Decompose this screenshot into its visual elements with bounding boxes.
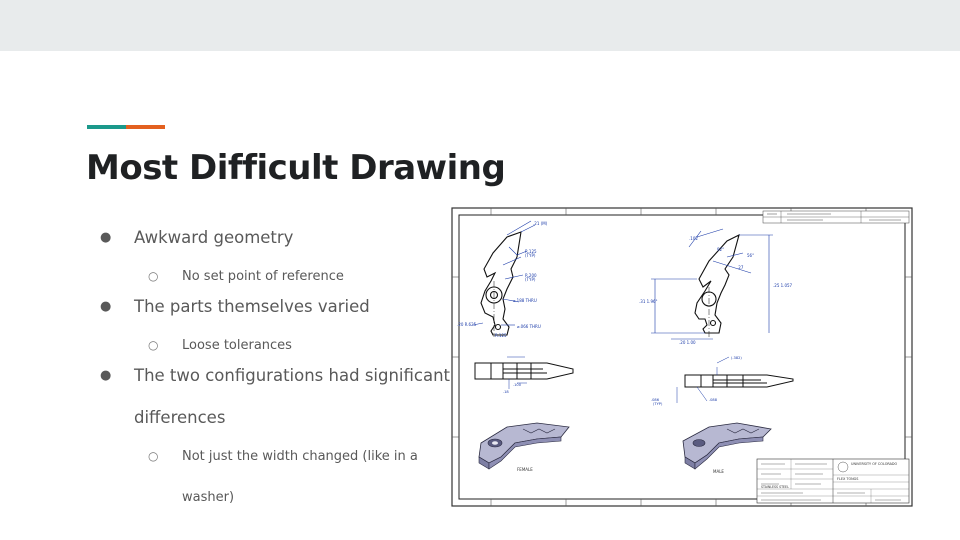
bullet-continuation: differences	[134, 408, 226, 427]
svg-text:R.200: R.200	[525, 273, 537, 278]
svg-text:.20 1.00: .20 1.00	[679, 340, 696, 345]
view-label-female: FEMALE	[517, 467, 533, 472]
slide-title: Most Difficult Drawing	[86, 148, 506, 188]
bullet-ring-icon: ○	[148, 449, 159, 463]
male-dimension-labels: .102 92° 56° .27 .25 1.057 .31 1.96° .20 1…	[639, 236, 793, 345]
bullet-dot-icon: ●	[100, 368, 112, 383]
male-side-labels: (.382) .086(TYP) .088	[651, 356, 742, 406]
male-side-dimensions	[676, 356, 730, 403]
svg-text:.086: .086	[651, 398, 660, 402]
svg-text:.18: .18	[503, 390, 509, 394]
svg-text:.088: .088	[709, 398, 718, 402]
sub-bullet-item: ○ No set point of reference	[96, 256, 436, 297]
female-isometric-view	[478, 422, 570, 470]
svg-text:R.125: R.125	[525, 249, 537, 254]
bullet-list: ● Awkward geometry ○ No set point of ref…	[96, 222, 450, 518]
bullet-dot-icon: ●	[100, 230, 112, 245]
sub-bullet-item: ○ Not just the width changed (like in a	[96, 436, 436, 477]
svg-text:.102: .102	[689, 236, 698, 241]
revision-block	[762, 210, 910, 224]
title-accent-bar	[87, 125, 165, 129]
sub-bullet-item: ○ Loose tolerances	[96, 325, 436, 366]
bullet-dot-icon: ●	[100, 299, 112, 314]
engineering-drawing-image: .21 (M) R.125 (TYP) R.200 (TYP) ⌀.188 THRU…	[451, 207, 913, 507]
male-isometric-view	[682, 422, 772, 470]
bullet-item: ● The two configurations had significant	[96, 360, 450, 392]
sub-bullet-continuation: washer)	[182, 490, 235, 505]
svg-text:(TYP): (TYP)	[653, 402, 663, 406]
svg-text:.20 R.625: .20 R.625	[457, 322, 477, 327]
title-block-material: STAINLESS STEEL	[761, 485, 789, 489]
accent-segment-orange	[126, 125, 165, 129]
female-side-view	[474, 362, 574, 380]
top-banner	[0, 0, 960, 51]
svg-text:(TYP): (TYP)	[525, 277, 536, 282]
svg-text:(.382): (.382)	[731, 356, 742, 360]
male-dimensions	[651, 228, 773, 340]
svg-text:R.125: R.125	[495, 333, 507, 338]
svg-text:⌀.188 THRU: ⌀.188 THRU	[513, 298, 537, 303]
svg-text:.100: .100	[513, 383, 522, 387]
female-dimensions	[472, 220, 536, 326]
svg-text:.21 (M): .21 (M)	[533, 221, 548, 226]
bullet-ring-icon: ○	[148, 269, 159, 283]
female-side-labels: .100 .18	[503, 383, 522, 394]
view-label-male: MALE	[713, 469, 724, 474]
accent-segment-teal	[87, 125, 126, 129]
female-dimension-labels: .21 (M) R.125(TYP) R.200(TYP) ⌀.188 THRU…	[457, 221, 548, 338]
female-side-dimensions	[507, 356, 527, 389]
svg-text:56°: 56°	[747, 253, 754, 258]
female-part-front-view	[480, 231, 522, 337]
bullet-item: ● Awkward geometry	[96, 222, 436, 254]
bullet-item: ● The parts themselves varied	[96, 291, 436, 323]
male-part-front-view	[694, 233, 740, 337]
title-block-part-name: FLEX TONGS	[837, 477, 858, 481]
zone-markers	[452, 208, 912, 506]
title-block-school: UNIVERSITY OF COLORADO	[851, 462, 898, 466]
svg-text:.25 1.057: .25 1.057	[773, 283, 793, 288]
svg-text:.31 1.96°: .31 1.96°	[639, 299, 658, 304]
male-side-view	[684, 374, 794, 388]
svg-text:.27: .27	[737, 265, 744, 270]
bullet-ring-icon: ○	[148, 338, 159, 352]
svg-text:(TYP): (TYP)	[525, 253, 536, 258]
svg-text:⌀.066 THRU: ⌀.066 THRU	[517, 324, 541, 329]
title-block: UNIVERSITY OF COLORADO FLEX TONGS STAINL…	[756, 458, 910, 504]
svg-text:92°: 92°	[717, 247, 724, 252]
sheet-outer-border	[451, 207, 913, 507]
